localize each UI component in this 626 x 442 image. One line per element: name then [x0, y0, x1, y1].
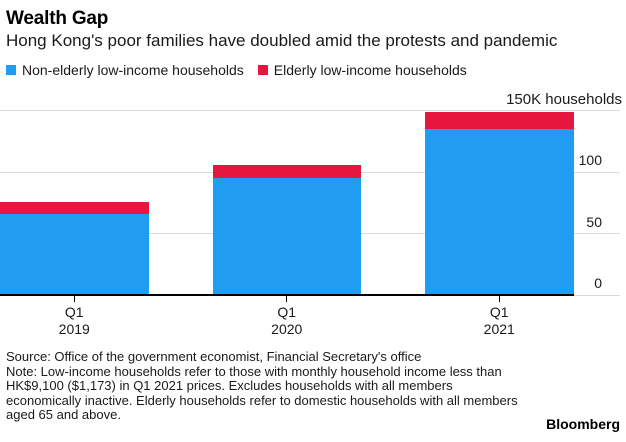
x-axis-tick-2019 — [73, 295, 75, 302]
x-tick-label-year-2021: 2021 — [483, 321, 515, 337]
chart-subtitle: Hong Kong's poor families have doubled a… — [6, 31, 558, 50]
legend-item-elderly: Elderly low-income households — [257, 62, 467, 78]
y-tick-label-0: 0 — [594, 275, 602, 291]
bloomberg-logo: Bloomberg — [546, 416, 620, 432]
footnotes: Source: Office of the government economi… — [6, 349, 522, 423]
bar-segment-elderly-2020 — [212, 164, 361, 179]
x-tick-label-quarter-2019: Q1 — [64, 304, 84, 320]
x-axis-tick-2021 — [498, 295, 500, 302]
legend-label-nonelderly: Non-elderly low-income households — [22, 62, 244, 78]
y-axis-unit-label: 150K households — [506, 90, 622, 108]
bar-segment-nonelderly-2019 — [0, 213, 149, 295]
x-tick-label-year-2019: 2019 — [58, 321, 90, 337]
legend-label-elderly: Elderly low-income households — [273, 62, 467, 78]
x-axis-extension — [573, 294, 620, 296]
bar-segment-elderly-2021 — [425, 111, 574, 129]
x-axis — [0, 293, 574, 296]
legend-item-nonelderly: Non-elderly low-income households — [6, 62, 244, 78]
y-tick-label-50: 50 — [586, 213, 602, 230]
note-line: Note: Low-income households refer to tho… — [6, 363, 518, 422]
legend-swatch-nonelderly-icon — [6, 65, 16, 75]
source-line: Source: Office of the government economi… — [6, 349, 422, 364]
legend-swatch-elderly-icon — [257, 65, 268, 75]
bar-segment-elderly-2019 — [0, 201, 149, 214]
bar-segment-nonelderly-2021 — [425, 128, 574, 295]
chart-title: Wealth Gap — [6, 8, 109, 29]
x-tick-label-year-2020: 2020 — [271, 321, 303, 337]
x-axis-tick-2020 — [286, 295, 288, 302]
x-tick-label-quarter-2021: Q1 — [489, 304, 509, 320]
x-tick-label-quarter-2020: Q1 — [277, 304, 297, 320]
y-tick-label-100: 100 — [578, 152, 602, 168]
bar-segment-nonelderly-2020 — [212, 178, 361, 295]
gridline-150 — [0, 110, 620, 111]
legend: Non-elderly low-income households Elderl… — [6, 62, 467, 78]
